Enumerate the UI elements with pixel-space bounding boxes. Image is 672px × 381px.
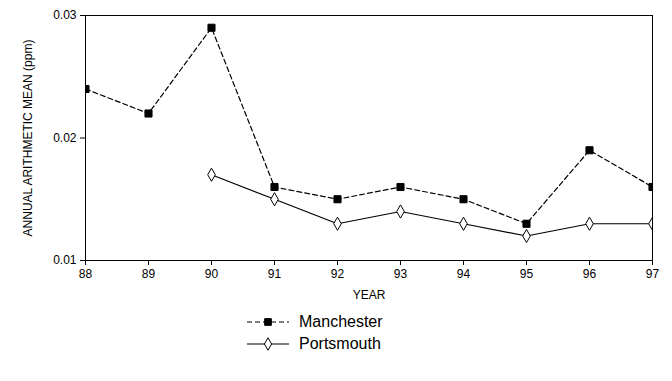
svg-text:96: 96 <box>583 267 597 281</box>
svg-text:91: 91 <box>268 267 282 281</box>
svg-text:88: 88 <box>79 267 93 281</box>
svg-text:0.03: 0.03 <box>53 8 77 22</box>
svg-text:ANNUAL ARITHMETIC MEAN (ppm): ANNUAL ARITHMETIC MEAN (ppm) <box>21 40 35 237</box>
svg-text:90: 90 <box>205 267 219 281</box>
svg-text:YEAR: YEAR <box>353 288 386 302</box>
svg-text:97: 97 <box>646 267 660 281</box>
html-text:Manchester: Manchester <box>299 313 383 330</box>
svg-text:95: 95 <box>520 267 534 281</box>
svg-text:94: 94 <box>457 267 471 281</box>
html-text:Portsmouth: Portsmouth <box>299 335 381 352</box>
svg-text:89: 89 <box>142 267 156 281</box>
svg-text:93: 93 <box>394 267 408 281</box>
svg-text:0.02: 0.02 <box>53 131 77 145</box>
svg-text:92: 92 <box>331 267 345 281</box>
svg-text:0.01: 0.01 <box>53 253 77 267</box>
